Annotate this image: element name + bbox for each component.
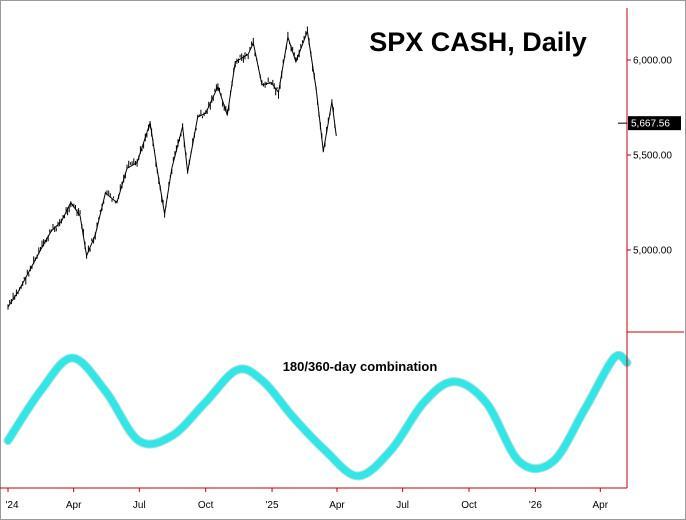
y-tick-label: 5,500.00 [633,151,672,162]
chart-title: SPX CASH, Daily [369,27,587,57]
x-tick-label: Apr [593,500,609,511]
y-tick-label: 5,000.00 [633,246,672,257]
x-tick-label: Apr [329,500,345,511]
x-tick-label: '25 [266,500,279,511]
cycle-title: 180/360-day combination [283,359,438,374]
x-tick-label: Jul [133,500,146,511]
last-price-box [628,116,681,131]
x-tick-label: Apr [66,500,82,511]
x-tick-label: Oct [461,500,477,511]
y-tick-label: 6,000.00 [633,56,672,67]
price-line [7,29,337,308]
x-tick-label: '24 [5,500,18,511]
last-price-label: 5,667.56 [631,119,670,130]
cycle-panel [3,350,632,481]
axes: 5,000.00 5,500.00 6,000.00 5,667.56 '24 Apr Ju… [0,8,684,511]
x-tick-label: '26 [529,500,542,511]
cycle-curve [4,351,631,480]
x-tick-label: Jul [396,500,409,511]
price-panel [7,26,337,310]
x-tick-label: Oct [198,500,214,511]
